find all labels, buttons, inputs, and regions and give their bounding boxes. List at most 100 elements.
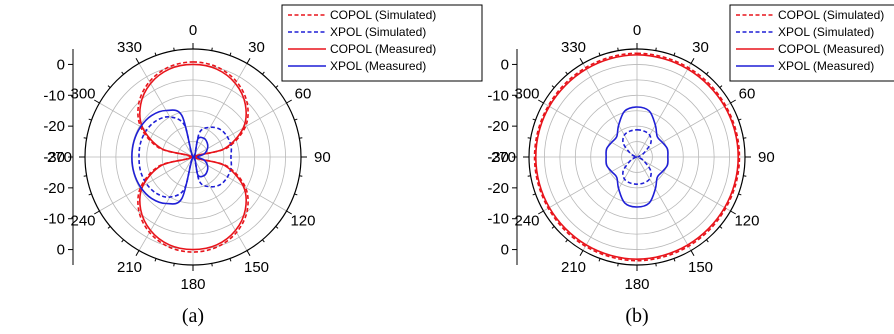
angle-tick (706, 71, 709, 75)
angle-tick (730, 210, 736, 215)
radial-tick-label: -10 (487, 211, 509, 228)
angle-tick-label: 210 (561, 259, 586, 276)
angle-tick (706, 239, 709, 243)
series-line-2 (139, 63, 247, 251)
angle-tick (655, 47, 657, 51)
angle-tick (690, 58, 695, 64)
angle-tick-label: 270 (47, 149, 72, 166)
angle-tick (565, 71, 568, 75)
angle-tick (83, 175, 87, 177)
angle-tick (538, 210, 544, 215)
series-line-3 (605, 106, 669, 208)
angle-tick (743, 137, 747, 139)
panel-caption: (b) (625, 305, 648, 327)
radial-tick-label: -20 (487, 118, 509, 135)
angle-tick-label: 150 (244, 259, 269, 276)
grid-spoke (636, 102, 731, 158)
radial-tick-label: -20 (487, 180, 509, 197)
angle-tick (154, 52, 157, 56)
angle-tick (246, 58, 251, 64)
radial-tick-label: 0 (501, 242, 509, 259)
grid-spoke (543, 156, 638, 212)
angle-tick (617, 47, 619, 51)
angle-tick (598, 258, 601, 262)
angle-tick-label: 180 (624, 276, 649, 293)
grid-spoke (636, 63, 692, 158)
angle-tick (532, 193, 536, 196)
legend-entry: XPOL (Measured) (330, 59, 426, 73)
polar-chart-a: 0 0 -10 -10 -20 -20 -30 0 30 60 90 120 150 180 210 240 2… (43, 4, 483, 327)
grid-spoke (99, 156, 194, 212)
grid-spoke (636, 156, 692, 251)
angle-tick (551, 226, 555, 229)
angle-tick-label: 30 (248, 39, 265, 56)
angle-tick-label: 30 (692, 39, 709, 56)
radial-tick-label: 0 (57, 242, 65, 259)
legend-entry: XPOL (Simulated) (778, 25, 874, 39)
angle-tick-label: 150 (688, 259, 713, 276)
angle-tick-label: 90 (758, 149, 775, 166)
angle-tick (135, 250, 140, 256)
angle-tick (211, 47, 213, 51)
angle-tick (294, 193, 298, 196)
angle-tick (121, 71, 124, 75)
angle-tick (617, 263, 619, 267)
angle-tick (579, 58, 584, 64)
radial-tick-label: -30 (487, 149, 509, 166)
legend-box (281, 4, 483, 82)
angle-tick-label: 240 (70, 213, 95, 230)
angle-tick (286, 99, 292, 104)
angle-tick-label: 0 (189, 22, 197, 39)
legend-entry: XPOL (Measured) (778, 59, 874, 73)
series-line-2 (534, 54, 740, 260)
angle-tick (527, 137, 531, 139)
polar-chart-b: 0 0 -10 -10 -20 -20 -30 0 30 60 90 120 150 180 210 240 2… (487, 4, 894, 327)
angle-tick (730, 99, 736, 104)
angle-tick-label: 0 (633, 22, 641, 39)
angle-tick (565, 239, 568, 243)
angle-tick (294, 118, 298, 121)
angle-tick (673, 52, 676, 56)
angle-tick (738, 193, 742, 196)
angle-tick (107, 85, 111, 88)
legend-entry: COPOL (Simulated) (330, 8, 436, 22)
angle-tick-label: 330 (561, 39, 586, 56)
radial-tick-label: -20 (43, 180, 65, 197)
radial-tick-label: -30 (43, 149, 65, 166)
grid-spoke (192, 63, 248, 158)
angle-tick-label: 240 (514, 213, 539, 230)
angle-tick (173, 263, 175, 267)
grid-spoke (636, 156, 731, 212)
angle-tick (94, 99, 100, 104)
angle-tick (738, 118, 742, 121)
grid-spoke (192, 102, 287, 158)
angle-tick (719, 226, 723, 229)
angle-tick (229, 52, 232, 56)
angle-tick-label: 330 (117, 39, 142, 56)
angle-tick (299, 137, 303, 139)
angle-tick (154, 258, 157, 262)
series-line-0 (533, 52, 741, 262)
legend-entry: COPOL (Simulated) (778, 8, 884, 22)
angle-tick (743, 175, 747, 177)
angle-tick-label: 180 (180, 276, 205, 293)
angle-tick (88, 193, 92, 196)
angle-tick-label: 120 (734, 213, 759, 230)
angle-tick (173, 47, 175, 51)
angle-tick (527, 175, 531, 177)
legend: COPOL (Simulated) XPOL (Simulated) COPOL (… (281, 4, 483, 82)
angle-tick-label: 60 (739, 86, 756, 103)
angle-tick-label: 270 (491, 149, 516, 166)
legend: COPOL (Simulated) XPOL (Simulated) COPOL (… (729, 4, 894, 82)
angle-tick (690, 250, 695, 256)
angle-tick (83, 137, 87, 139)
legend-box (729, 4, 894, 82)
angle-tick (673, 258, 676, 262)
angle-tick (579, 250, 584, 256)
angle-tick (655, 263, 657, 267)
radial-tick-label: -10 (43, 211, 65, 228)
radial-tick-label: 0 (57, 56, 65, 73)
grid-spoke (192, 156, 287, 212)
grid-spoke (192, 156, 248, 251)
